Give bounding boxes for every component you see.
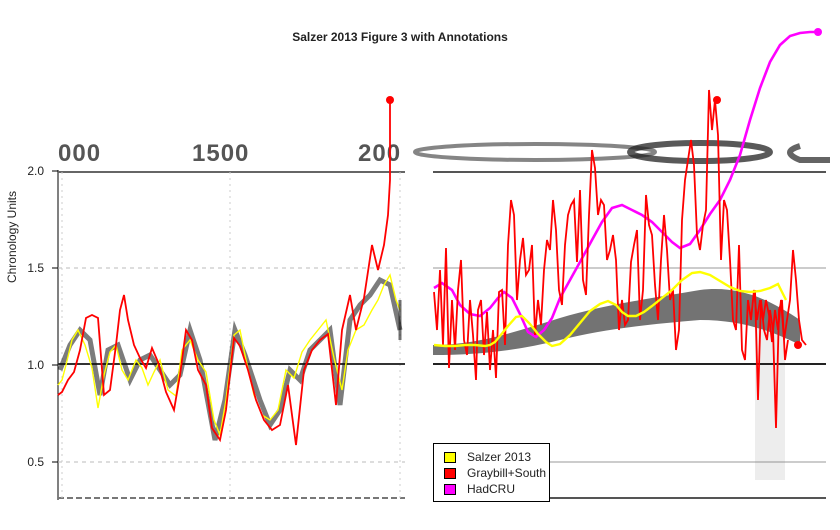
left-series-graybill: [57, 100, 391, 446]
scan-year-label-1500: 1500: [192, 140, 250, 167]
left-graybill-peak-marker: [386, 96, 394, 104]
y-tick-0-5: 0.5: [27, 455, 44, 469]
left-panel: [52, 96, 405, 500]
right-graybill-peak-marker: [713, 96, 721, 104]
scan-year-label-2000: 200: [358, 140, 402, 167]
y-tick-1-5: 1.5: [27, 261, 44, 275]
right-graybill-end-marker: [794, 341, 802, 349]
legend-item-graybill: Graybill+South: [444, 466, 546, 480]
y-tick-1-0: 1.0: [27, 358, 44, 372]
legend-swatch-hadcru: [444, 483, 456, 495]
right-series-graybill: [433, 89, 807, 381]
right-panel: [413, 28, 830, 499]
chart-title: Salzer 2013 Figure 3 with Annotations: [292, 30, 508, 44]
legend-swatch-salzer: [444, 451, 456, 463]
scan-year-label-1000: 000: [58, 140, 102, 167]
y-tick-2-0: 2.0: [27, 164, 44, 178]
legend-label-hadcru: HadCRU: [467, 482, 516, 496]
legend-item-hadcru: HadCRU: [444, 482, 515, 496]
legend-label-graybill: Graybill+South: [467, 466, 547, 480]
right-series-salzer: [433, 270, 788, 348]
right-series-hadcru: [433, 30, 818, 339]
right-hadcru-end-marker: [814, 28, 822, 36]
legend-swatch-graybill: [444, 467, 456, 479]
legend: Salzer 2013 Graybill+South HadCRU: [433, 443, 550, 502]
legend-label-salzer: Salzer 2013: [467, 450, 532, 464]
legend-item-salzer: Salzer 2013: [444, 450, 531, 464]
scan-year-label-right: 200: [430, 140, 473, 168]
left-series-salzer: [57, 273, 401, 438]
